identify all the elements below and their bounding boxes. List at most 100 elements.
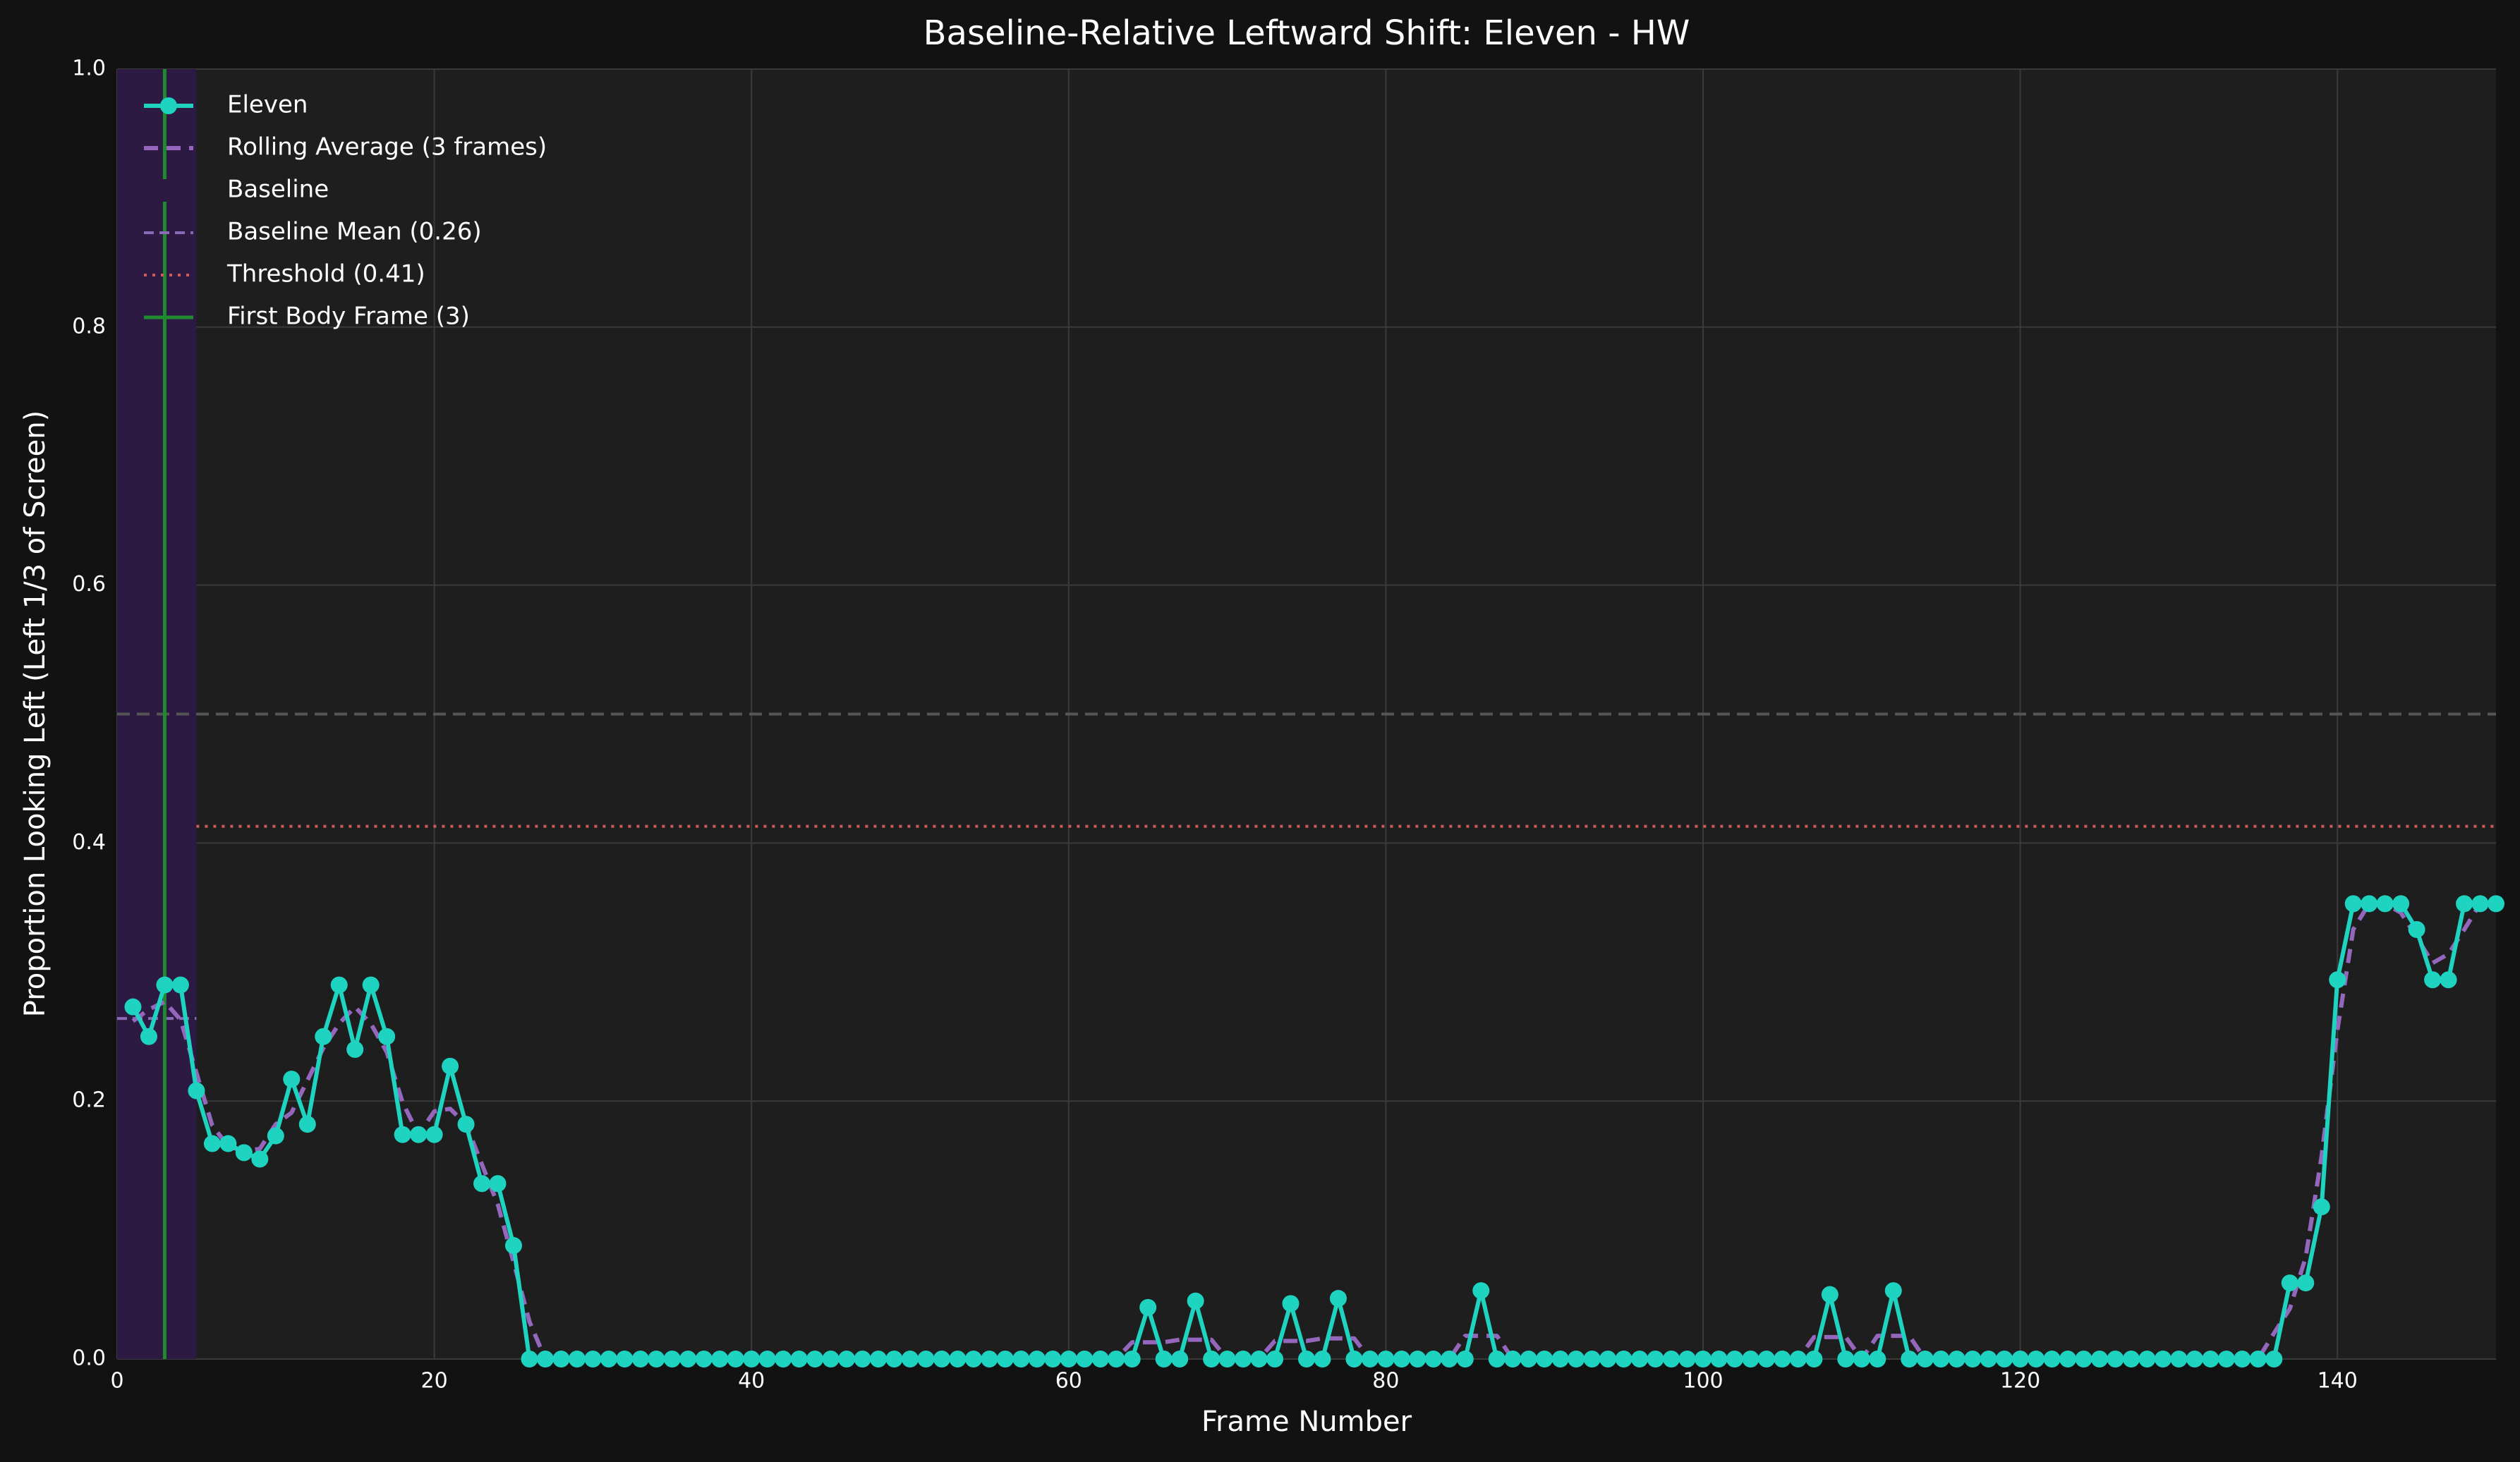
point: [1409, 1351, 1426, 1367]
point: [2091, 1351, 2108, 1367]
point: [1757, 1351, 1775, 1367]
series-line: [131, 901, 2496, 1361]
point: [1012, 1351, 1030, 1367]
point: [2471, 895, 2489, 913]
point: [631, 1351, 649, 1367]
point: [2376, 895, 2394, 913]
x-tick-label: 120: [2000, 1369, 2040, 1394]
point: [1742, 1351, 1759, 1367]
point: [378, 1028, 396, 1045]
point: [1187, 1292, 1204, 1310]
point: [1488, 1351, 1506, 1367]
x-tick-label: 140: [2318, 1369, 2358, 1394]
point: [1536, 1351, 1553, 1367]
point: [996, 1351, 1014, 1367]
point: [1441, 1351, 1458, 1367]
point: [2138, 1351, 2156, 1367]
point: [2043, 1351, 2061, 1367]
x-tick-label: 100: [1683, 1369, 1723, 1394]
point: [1028, 1351, 1046, 1367]
point: [1726, 1351, 1743, 1367]
point: [410, 1126, 428, 1143]
point: [1314, 1351, 1331, 1367]
point: [1218, 1351, 1236, 1367]
point: [2234, 1351, 2251, 1367]
legend-swatch: [160, 97, 177, 114]
point: [933, 1351, 950, 1367]
point: [1282, 1295, 1300, 1312]
point: [1996, 1351, 2013, 1367]
point: [2249, 1351, 2267, 1367]
point: [1361, 1351, 1379, 1367]
point: [917, 1351, 935, 1367]
legend-label: Baseline: [227, 176, 329, 204]
point: [330, 976, 348, 994]
legend-label: Baseline Mean (0.26): [227, 218, 482, 246]
point: [1964, 1351, 1982, 1367]
point: [1171, 1351, 1189, 1367]
point: [2265, 1351, 2283, 1367]
point: [1631, 1351, 1649, 1367]
point: [1901, 1351, 1918, 1367]
legend-label: First Body Frame (3): [227, 303, 470, 331]
point: [758, 1351, 776, 1367]
point: [1599, 1351, 1617, 1367]
point: [1821, 1286, 1838, 1303]
point: [1456, 1351, 1474, 1367]
y-tick-label: 0.8: [72, 314, 106, 339]
point: [536, 1351, 554, 1367]
point: [1393, 1351, 1410, 1367]
point: [1980, 1351, 1997, 1367]
point: [283, 1071, 301, 1088]
point: [394, 1126, 411, 1143]
point: [457, 1116, 475, 1133]
point: [679, 1351, 697, 1367]
point: [1266, 1351, 1284, 1367]
chart-title: Baseline-Relative Leftward Shift: Eleven…: [923, 13, 1690, 53]
point: [1837, 1351, 1855, 1367]
point: [790, 1351, 808, 1367]
point: [2059, 1351, 2077, 1367]
point: [2202, 1351, 2219, 1367]
point: [298, 1116, 316, 1133]
point: [2424, 971, 2442, 989]
point: [854, 1351, 871, 1367]
point: [1155, 1351, 1173, 1367]
point: [219, 1135, 237, 1152]
point: [203, 1135, 221, 1152]
point: [2122, 1351, 2140, 1367]
point: [505, 1237, 522, 1255]
point: [2408, 920, 2425, 938]
point: [727, 1351, 744, 1367]
point: [1916, 1351, 1934, 1367]
y-tick-label: 0.6: [72, 572, 106, 597]
legend-label: Eleven: [227, 91, 308, 119]
point: [2281, 1274, 2298, 1292]
point: [2440, 971, 2457, 989]
point: [473, 1175, 491, 1193]
point: [1235, 1351, 1252, 1367]
point: [1805, 1351, 1823, 1367]
point: [2075, 1351, 2092, 1367]
point: [425, 1126, 443, 1143]
point: [600, 1351, 617, 1367]
y-tick-label: 0.4: [72, 830, 106, 855]
y-tick-label: 1.0: [72, 56, 106, 81]
point: [2488, 895, 2504, 913]
point: [711, 1351, 729, 1367]
x-tick-label: 0: [110, 1369, 123, 1394]
point: [2028, 1351, 2045, 1367]
point: [981, 1351, 998, 1367]
point: [1076, 1351, 1094, 1367]
point: [267, 1127, 284, 1145]
point: [235, 1144, 253, 1162]
point: [552, 1351, 570, 1367]
point: [1044, 1351, 1062, 1367]
point: [1678, 1351, 1696, 1367]
point: [964, 1351, 982, 1367]
point: [315, 1028, 332, 1045]
point: [1568, 1351, 1585, 1367]
point: [1250, 1351, 1268, 1367]
